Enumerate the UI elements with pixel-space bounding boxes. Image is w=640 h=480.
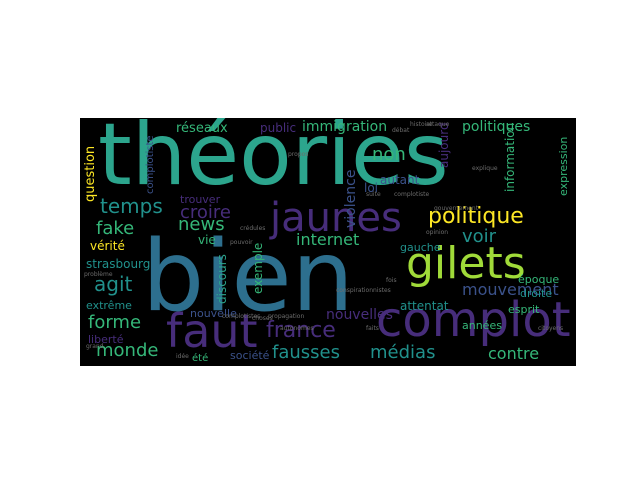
word-immigration: immigration — [302, 119, 388, 135]
word-choses: choses — [252, 315, 273, 322]
word-suite: suite — [366, 191, 381, 198]
word-ete: été — [192, 353, 209, 364]
word-opinion: opinion — [426, 229, 449, 236]
word-discours: discours — [215, 254, 229, 304]
word-vie: vie — [198, 233, 216, 247]
word-esprit: esprit — [508, 303, 540, 316]
word-violence: violence — [343, 169, 359, 228]
word-temps: temps — [100, 194, 163, 218]
word-explique: explique — [472, 165, 498, 172]
word-politiques: politiques — [462, 119, 531, 135]
word-expression: expression — [557, 136, 570, 196]
word-complotistes: complotistes — [222, 313, 261, 320]
word-fausses: fausses — [272, 342, 340, 363]
word-fake: fake — [96, 218, 135, 239]
word-complot: complot — [376, 292, 571, 348]
word-fois: fois — [386, 277, 397, 284]
word-theories: théories — [98, 118, 449, 205]
word-mouvement: mouvement — [462, 280, 559, 299]
word-public: public — [260, 121, 297, 135]
word-gouvernement: gouvernement — [434, 205, 479, 212]
word-exemple: exemple — [251, 242, 265, 294]
word-contre: contre — [488, 344, 540, 363]
word-probleme: problème — [84, 271, 113, 278]
word-non: non — [372, 144, 406, 165]
word-medias: médias — [370, 342, 436, 363]
word-nouvelles: nouvelles — [326, 307, 393, 323]
word-droite: droite — [520, 287, 553, 300]
word-gauche: gauche — [400, 241, 441, 254]
word-complotiste-small: complotiste — [394, 191, 430, 198]
word-news: news — [178, 214, 225, 235]
word-forme: forme — [88, 312, 142, 333]
word-epoque: époque — [518, 273, 560, 286]
word-voir: voir — [462, 226, 497, 247]
word-faits: faits — [366, 325, 379, 332]
word-credules: crédules — [240, 225, 266, 232]
word-liberte: liberté — [88, 333, 124, 346]
word-verite: vérité — [90, 239, 125, 253]
word-attentat: attentat — [400, 299, 449, 313]
word-information: information — [503, 122, 517, 192]
word-strasbourg: strasbourg — [86, 257, 151, 271]
word-propos: propos — [288, 151, 309, 158]
word-societe: société — [230, 349, 270, 362]
word-monde: monde — [96, 340, 159, 361]
word-croire: croire — [180, 202, 231, 223]
word-autonomes: autonomes — [280, 325, 314, 332]
word-reseaux: réseaux — [176, 121, 228, 136]
word-extreme: extrême — [86, 299, 132, 312]
word-bien: bien — [142, 220, 354, 334]
word-attaque: attaque — [426, 121, 450, 128]
word-propagation: propagation — [268, 313, 305, 320]
word-agit: agit — [94, 272, 133, 296]
word-gilets: gilets — [406, 238, 526, 289]
word-pouvoir: pouvoir — [230, 239, 253, 246]
word-autant: autant — [380, 173, 420, 187]
word-idee: idée — [176, 353, 189, 360]
word-question: question — [83, 145, 98, 202]
word-complotiste: complotiste — [145, 135, 156, 194]
word-internet: internet — [296, 230, 360, 249]
word-citoyens: citoyens — [538, 325, 564, 332]
word-histoire: histoire — [410, 121, 433, 128]
word-cloud: théories bien complot faut jaunes gilets… — [80, 118, 576, 366]
word-france: france — [266, 318, 336, 343]
word-politique: politique — [428, 204, 524, 229]
word-loi: loi — [364, 181, 379, 195]
word-faut: faut — [166, 304, 258, 358]
word-annees: années — [462, 319, 502, 332]
word-jaunes: jaunes — [270, 195, 402, 241]
word-nouvelle: nouvelle — [190, 307, 237, 320]
word-conspirationnistes: conspirationnistes — [336, 287, 391, 294]
word-trouver: trouver — [180, 193, 221, 206]
word-grand: grand — [86, 343, 104, 350]
word-aujourd: aujourd — [437, 122, 451, 168]
word-debat: débat — [392, 127, 410, 134]
